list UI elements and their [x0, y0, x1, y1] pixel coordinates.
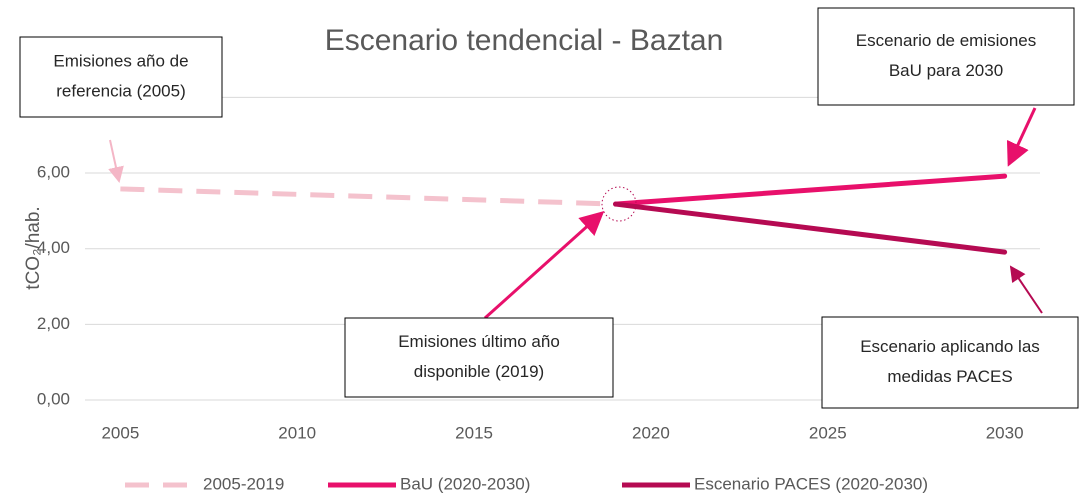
x-tick-label: 2005 [101, 423, 139, 442]
highlight-circle [601, 186, 637, 222]
y-tick-label: 2,00 [37, 314, 70, 333]
series-line [613, 173, 1008, 207]
series-line [120, 186, 616, 207]
legend-label: BaU (2020-2030) [400, 474, 530, 493]
x-tick-label: 2025 [809, 423, 847, 442]
legend-label: Escenario PACES (2020-2030) [694, 474, 928, 493]
annotation-text: Escenario de emisiones [856, 31, 1036, 50]
annotation-text: Emisiones año de [53, 51, 188, 70]
series-line [613, 201, 1008, 255]
annotation-text: Emisiones último año [398, 332, 560, 351]
x-tick-label: 2030 [986, 423, 1024, 442]
y-axis-label: tCO₂/hab. [23, 206, 44, 289]
legend-label: 2005-2019 [203, 474, 284, 493]
x-tick-label: 2010 [278, 423, 316, 442]
annotation-text: BaU para 2030 [889, 61, 1003, 80]
y-tick-label: 6,00 [37, 163, 70, 182]
arrow [1006, 107, 1037, 167]
annotation-box [344, 317, 614, 398]
chart-title: Escenario tendencial - Baztan [325, 24, 724, 57]
y-tick-label: 4,00 [37, 238, 70, 257]
annotation-box [821, 316, 1079, 409]
y-tick-label: 0,00 [37, 389, 70, 408]
x-tick-label: 2020 [632, 423, 670, 442]
annotation-box [817, 7, 1075, 106]
arrow [1009, 265, 1043, 314]
annotation-text: disponible (2019) [414, 362, 544, 381]
annotation-text: referencia (2005) [56, 81, 185, 100]
annotation-text: Escenario aplicando las [860, 337, 1040, 356]
arrow [483, 210, 605, 320]
annotation-box [19, 36, 223, 118]
arrow [108, 139, 124, 183]
annotation-text: medidas PACES [887, 367, 1012, 386]
x-tick-label: 2015 [455, 423, 493, 442]
